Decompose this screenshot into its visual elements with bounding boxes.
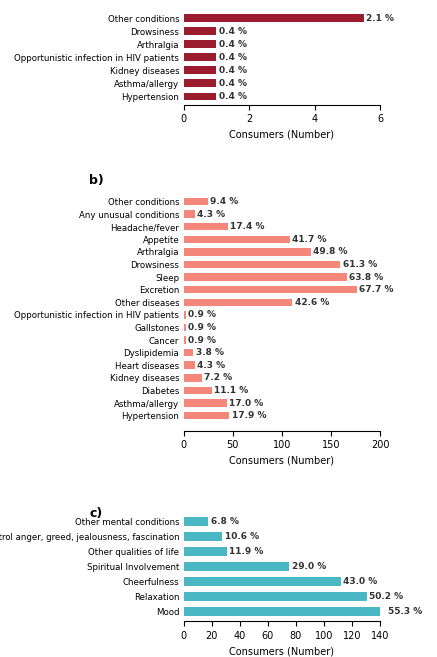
Bar <box>184 14 364 22</box>
Bar <box>184 532 222 541</box>
Text: 11.1 %: 11.1 % <box>214 386 249 395</box>
Text: 3.8 %: 3.8 % <box>196 348 224 357</box>
Bar <box>184 412 229 419</box>
Text: b): b) <box>89 175 104 187</box>
Text: 67.7 %: 67.7 % <box>359 285 393 294</box>
Bar <box>184 93 216 101</box>
Text: 63.8 %: 63.8 % <box>349 273 383 282</box>
Text: 17.9 %: 17.9 % <box>232 411 266 420</box>
Text: 7.2 %: 7.2 % <box>204 373 232 382</box>
Text: 17.0 %: 17.0 % <box>229 399 264 407</box>
Text: 0.9 %: 0.9 % <box>188 323 216 332</box>
Bar <box>184 40 216 48</box>
Bar <box>184 79 216 87</box>
Text: 6.8 %: 6.8 % <box>211 517 239 526</box>
Text: 61.3 %: 61.3 % <box>343 260 377 269</box>
Bar <box>184 223 228 231</box>
Bar <box>184 235 290 243</box>
Text: 0.4 %: 0.4 % <box>218 79 246 88</box>
Text: 0.9 %: 0.9 % <box>188 336 216 344</box>
Text: 0.4 %: 0.4 % <box>218 27 246 35</box>
Text: 42.6 %: 42.6 % <box>295 298 329 307</box>
Bar <box>184 361 194 369</box>
Text: 55.3 %: 55.3 % <box>388 607 422 616</box>
Bar <box>184 607 385 616</box>
Text: 43.0 %: 43.0 % <box>343 577 377 586</box>
Text: 9.4 %: 9.4 % <box>210 197 238 206</box>
X-axis label: Consumers (Number): Consumers (Number) <box>229 646 334 656</box>
Bar <box>184 286 357 294</box>
Bar <box>184 311 186 319</box>
X-axis label: Consumers (Number): Consumers (Number) <box>229 130 334 140</box>
Bar <box>184 53 216 61</box>
Text: 10.6 %: 10.6 % <box>225 532 259 541</box>
Text: 4.3 %: 4.3 % <box>197 210 225 219</box>
Bar <box>184 387 212 394</box>
Bar <box>184 210 194 218</box>
Bar <box>184 374 202 382</box>
Text: 0.9 %: 0.9 % <box>188 310 216 319</box>
Bar <box>184 562 289 571</box>
Text: 29.0 %: 29.0 % <box>292 562 326 571</box>
Bar <box>184 518 208 526</box>
Text: 49.8 %: 49.8 % <box>313 248 348 256</box>
Text: 0.4 %: 0.4 % <box>218 92 246 101</box>
Bar <box>184 298 292 306</box>
Text: 0.4 %: 0.4 % <box>218 39 246 49</box>
Bar <box>184 261 340 268</box>
Text: 0.4 %: 0.4 % <box>218 66 246 75</box>
Bar <box>184 27 216 35</box>
X-axis label: Consumers (Number): Consumers (Number) <box>229 456 334 466</box>
Bar <box>184 592 367 601</box>
Bar <box>184 399 227 407</box>
Text: 11.9 %: 11.9 % <box>229 547 264 556</box>
Bar <box>184 349 193 357</box>
Text: 0.4 %: 0.4 % <box>218 53 246 62</box>
Bar <box>184 324 186 331</box>
Text: 41.7 %: 41.7 % <box>292 235 327 244</box>
Bar <box>184 248 311 256</box>
Bar <box>184 198 208 205</box>
Text: 2.1 %: 2.1 % <box>366 14 394 22</box>
Bar <box>184 66 216 74</box>
Bar <box>184 273 347 281</box>
Bar <box>184 336 186 344</box>
Bar <box>184 577 340 586</box>
Text: 4.3 %: 4.3 % <box>197 361 225 370</box>
Text: c): c) <box>89 507 102 520</box>
Text: 17.4 %: 17.4 % <box>230 222 265 231</box>
Text: 50.2 %: 50.2 % <box>369 592 403 601</box>
Bar <box>184 547 227 556</box>
